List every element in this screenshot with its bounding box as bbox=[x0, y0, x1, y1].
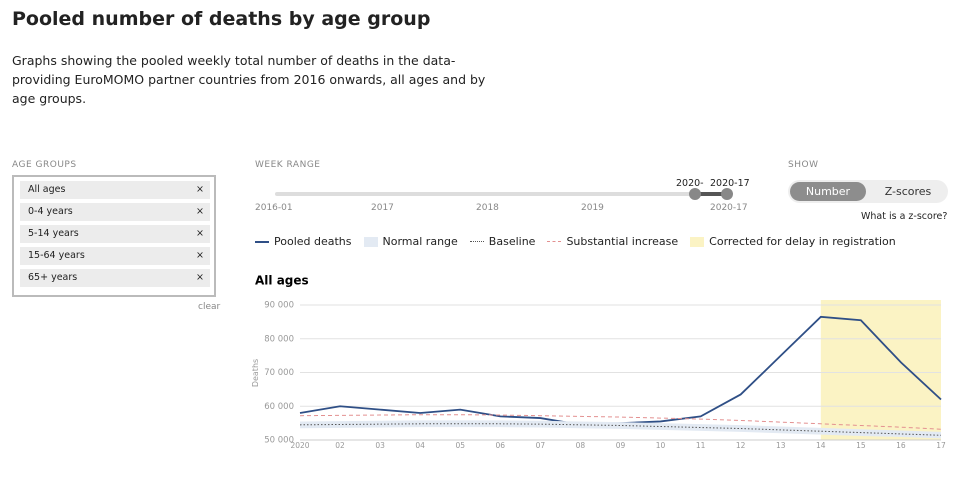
age-groups-box: All ages × 0-4 years × 5-14 years × 15-64 year… bbox=[12, 175, 216, 297]
legend-label: Normal range bbox=[382, 235, 458, 248]
x-tick-label: 06 bbox=[496, 441, 506, 450]
legend: Pooled deaths Normal range Baseline Substan… bbox=[255, 235, 896, 248]
y-tick-label: 90 000 bbox=[264, 301, 294, 311]
y-tick-label: 60 000 bbox=[264, 402, 294, 412]
slider-handle[interactable] bbox=[689, 188, 701, 200]
slider-end-label: 2020-17 bbox=[710, 178, 750, 189]
slider-track bbox=[275, 192, 730, 196]
normal-range-band bbox=[300, 420, 941, 439]
legend-item[interactable]: Corrected for delay in registration bbox=[690, 235, 896, 248]
slider-handle[interactable] bbox=[721, 188, 733, 200]
x-tick-label: 02 bbox=[335, 441, 345, 450]
x-tick-label: 10 bbox=[656, 441, 666, 450]
legend-swatch bbox=[363, 236, 378, 247]
age-chip-label: 5-14 years bbox=[28, 228, 79, 239]
x-tick-label: 11 bbox=[696, 441, 706, 450]
series-line bbox=[299, 414, 942, 430]
y-tick-label: 80 000 bbox=[264, 334, 294, 344]
age-chip-label: 0-4 years bbox=[28, 206, 73, 217]
week-slider: 2016-01 2017 2018 2019 2020- 2020-17 2020-17 bbox=[0, 0, 960, 230]
remove-icon[interactable]: × bbox=[196, 206, 204, 217]
x-tick-label: 03 bbox=[375, 441, 385, 450]
y-tick-label: 70 000 bbox=[264, 368, 294, 378]
remove-icon[interactable]: × bbox=[196, 228, 204, 239]
x-tick-label: 08 bbox=[576, 441, 586, 450]
age-chip[interactable]: 0-4 years × bbox=[20, 203, 210, 221]
legend-swatch bbox=[469, 241, 484, 242]
slider-tick-label: 2019 bbox=[581, 203, 604, 213]
x-tick-label: 05 bbox=[455, 441, 465, 450]
chart-title: All ages bbox=[255, 274, 309, 288]
remove-icon[interactable]: × bbox=[196, 272, 204, 283]
x-tick-label: 04 bbox=[415, 441, 425, 450]
clear-button[interactable]: clear bbox=[198, 302, 221, 312]
age-chip[interactable]: 15-64 years × bbox=[20, 247, 210, 265]
age-groups-label: AGE GROUPS bbox=[12, 160, 77, 170]
legend-item[interactable]: Normal range bbox=[363, 235, 458, 248]
age-chip[interactable]: 65+ years × bbox=[20, 269, 210, 287]
toggle-option[interactable]: Number bbox=[790, 182, 866, 201]
x-tick-label: 09 bbox=[616, 441, 626, 450]
legend-label: Pooled deaths bbox=[274, 235, 352, 248]
x-tick-label: 07 bbox=[536, 441, 546, 450]
age-chip-label: 65+ years bbox=[28, 272, 78, 283]
legend-item[interactable]: Substantial increase bbox=[547, 235, 678, 248]
zscore-help-link[interactable]: What is a z-score? bbox=[861, 211, 948, 222]
legend-swatch bbox=[547, 241, 562, 242]
slider-tick-label: 2016-01 bbox=[255, 203, 293, 213]
show-label: SHOW bbox=[788, 160, 819, 170]
age-chip-label: 15-64 years bbox=[28, 250, 85, 261]
x-tick-label: 17 bbox=[936, 441, 946, 450]
x-tick-label: 12 bbox=[736, 441, 746, 450]
legend-swatch bbox=[690, 236, 705, 247]
x-tick-label: 13 bbox=[776, 441, 786, 450]
x-tick-label: 2020 bbox=[290, 441, 309, 450]
description: Graphs showing the pooled weekly total n… bbox=[12, 53, 486, 106]
remove-icon[interactable]: × bbox=[196, 250, 204, 261]
legend-label: Substantial increase bbox=[566, 235, 679, 248]
age-chip[interactable]: All ages × bbox=[20, 181, 210, 199]
x-tick-label: 15 bbox=[856, 441, 866, 450]
legend-swatch bbox=[255, 240, 269, 243]
slider-tick-label: 2018 bbox=[476, 203, 499, 213]
page-title: Pooled number of deaths by age group bbox=[12, 8, 431, 30]
x-tick-label: 16 bbox=[896, 441, 906, 450]
show-toggle: Number Z-scores bbox=[788, 180, 948, 203]
legend-item[interactable]: Pooled deaths bbox=[255, 235, 352, 248]
legend-label: Corrected for delay in registration bbox=[709, 235, 896, 248]
slider-tick-label: 2017 bbox=[371, 203, 394, 213]
x-tick-label: 14 bbox=[816, 441, 826, 450]
y-axis-label: Deaths bbox=[251, 359, 260, 387]
chart: All ages Deaths 50 000 60 000 70 000 80 000… bbox=[251, 274, 946, 451]
y-tick-label: 50 000 bbox=[264, 436, 294, 446]
age-chip[interactable]: 5-14 years × bbox=[20, 225, 210, 243]
legend-label: Baseline bbox=[488, 235, 536, 248]
legend-item[interactable]: Baseline bbox=[469, 235, 536, 248]
remove-icon[interactable]: × bbox=[196, 184, 204, 195]
slider-start-label: 2020- bbox=[676, 178, 704, 189]
age-chip-label: All ages bbox=[28, 184, 66, 195]
highlight-region bbox=[820, 300, 941, 440]
toggle-option[interactable]: Z-scores bbox=[884, 185, 932, 198]
week-range-label: WEEK RANGE bbox=[255, 160, 321, 170]
slider-selected bbox=[695, 192, 727, 196]
slider-end-below: 2020-17 bbox=[710, 203, 748, 213]
